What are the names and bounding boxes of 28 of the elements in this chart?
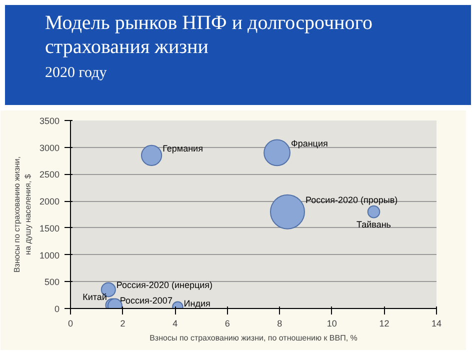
- x-axis-title: Взносы по страхованию жизни, по отношению к ВВП, %: [150, 334, 358, 342]
- chart-title: Модель рынков НПФ и долгосрочного страхования жизни: [45, 12, 372, 58]
- series-label: Россия-2020 (прорыв): [305, 194, 398, 205]
- x-tick-label: 12: [379, 318, 390, 328]
- y-tick-label: 500: [44, 277, 60, 288]
- x-tick-label: 8: [277, 318, 282, 328]
- chart-subtitle: 2020 году: [45, 65, 107, 81]
- x-tick-label: 14: [431, 318, 442, 328]
- series-label: Тайвань: [356, 220, 392, 230]
- x-tick-label: 10: [326, 318, 337, 328]
- x-tick-label: 6: [224, 318, 230, 328]
- x-tick-label: 4: [172, 318, 178, 328]
- series-label: Франция: [290, 138, 328, 149]
- y-tick-label: 0: [54, 304, 60, 314]
- y-tick-label: 2500: [39, 170, 60, 180]
- series-label: Китай: [82, 292, 107, 302]
- series-label: Индия: [184, 298, 211, 308]
- series-label: Германия: [162, 143, 204, 154]
- y-tick-label: 1500: [39, 223, 60, 234]
- series-label: Россия-2020 (инерция): [116, 280, 213, 290]
- series-label: Россия-2007: [120, 296, 172, 306]
- y-axis-title: Взносы по страхованию жизни, на душу населения, $: [12, 156, 32, 273]
- y-tick-label: 2000: [39, 196, 60, 207]
- y-tick-label: 3000: [39, 142, 60, 153]
- x-tick-label: 2: [120, 318, 126, 328]
- x-tick-label: 0: [68, 318, 74, 328]
- y-tick-label: 3500: [39, 116, 60, 126]
- y-tick-label: 1000: [39, 250, 60, 260]
